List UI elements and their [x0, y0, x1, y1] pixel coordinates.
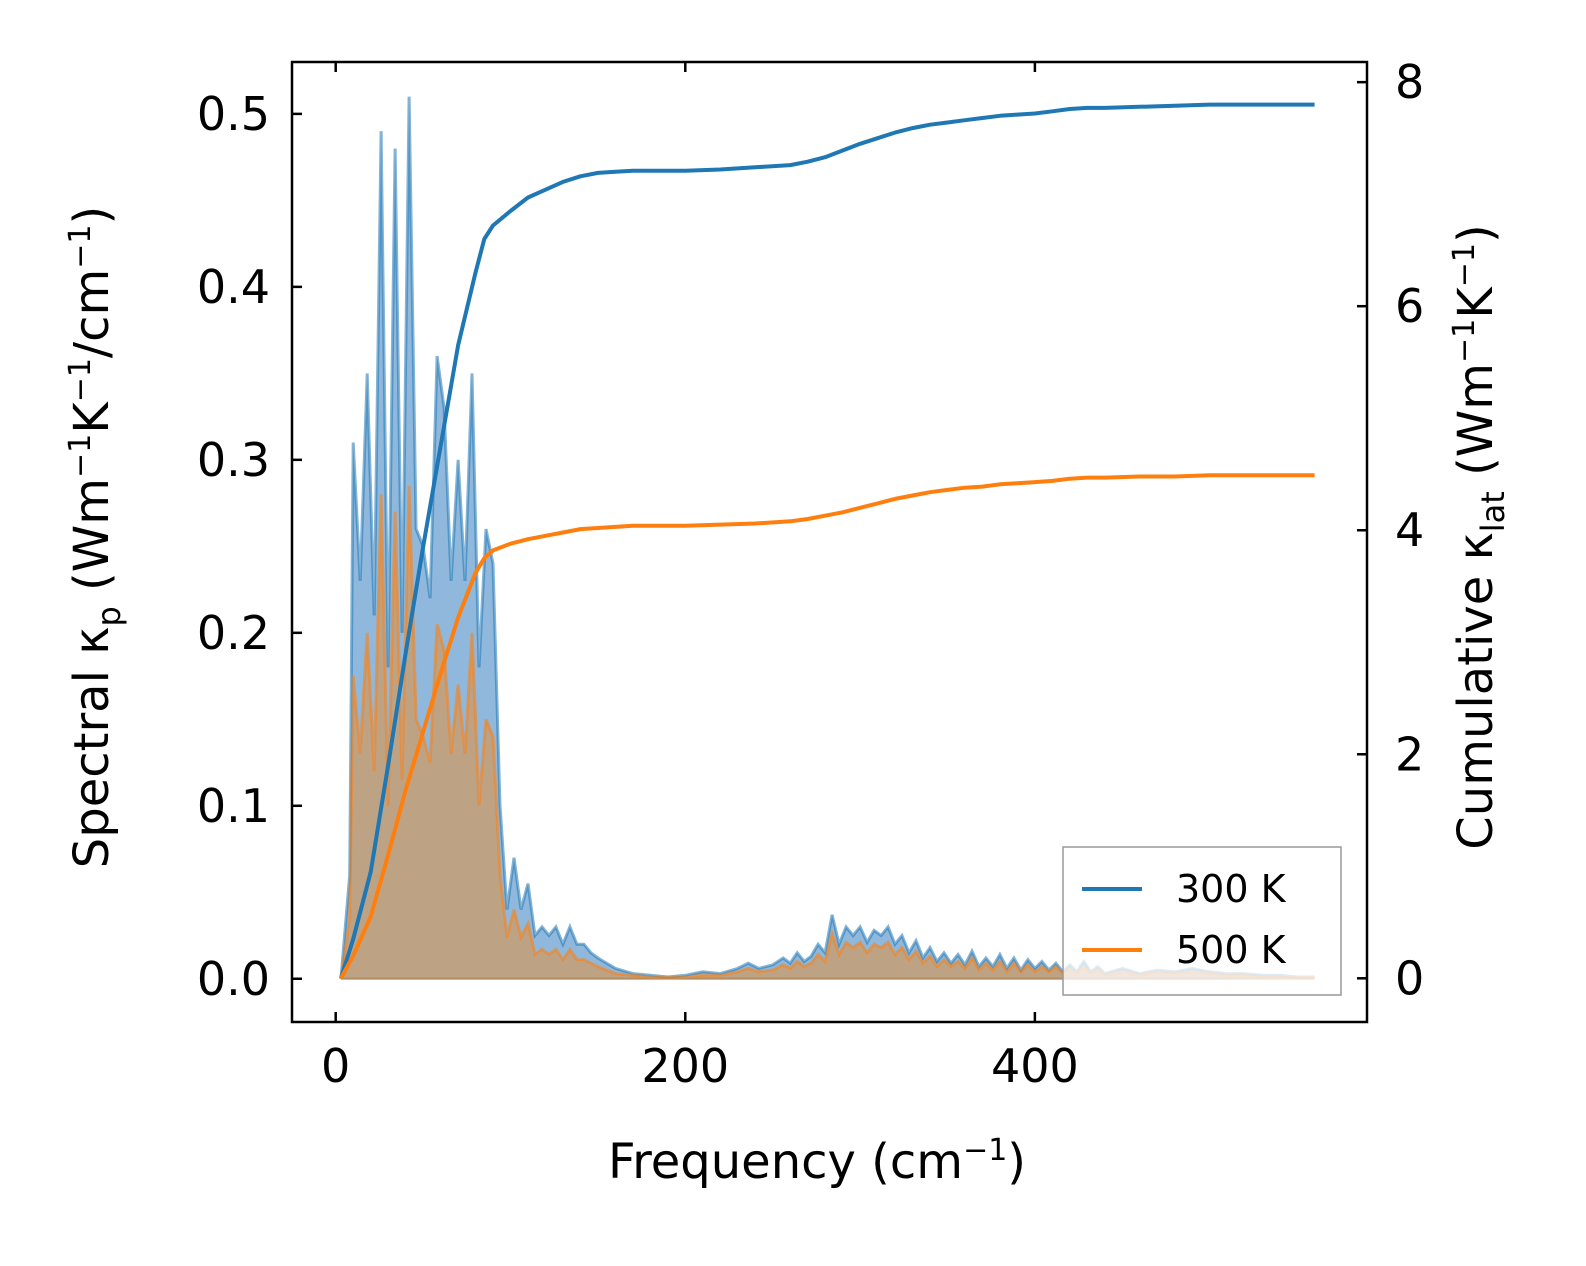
left-y-axis-label: Spectral κp (Wm−1K−1/cm−1) — [63, 206, 128, 868]
legend: 300 K 500 K — [1062, 846, 1342, 996]
left-y-tick-label: 0.5 — [197, 87, 270, 141]
cumulative-line-500k — [339, 473, 1315, 980]
cumulative-lines — [338, 102, 1315, 980]
x-tick-label: 400 — [991, 1039, 1079, 1093]
right-y-tick-label: 4 — [1395, 503, 1424, 557]
left-y-tick-label: 0.0 — [197, 952, 270, 1006]
right-y-axis-label: Cumulative κlat (Wm−1K−1) — [1447, 224, 1512, 849]
left-y-tick-label: 0.4 — [197, 260, 270, 314]
spectral-fill-500k — [340, 485, 1315, 979]
right-y-tick-label: 2 — [1395, 727, 1424, 781]
right-y-tick-label: 0 — [1395, 951, 1424, 1005]
x-tick-label: 200 — [641, 1039, 729, 1093]
right-y-tick-label: 8 — [1395, 55, 1424, 109]
cumulative-line-300k — [338, 102, 1315, 979]
left-y-tick-label: 0.2 — [197, 606, 270, 660]
left-y-tick-label: 0.1 — [197, 779, 270, 833]
left-y-axis-ticks: 0.0 0.1 0.2 0.3 0.4 0.5 — [197, 87, 302, 1006]
right-y-tick-label: 6 — [1395, 279, 1424, 333]
right-y-axis-ticks: 0 2 4 6 8 — [1357, 55, 1424, 1005]
left-y-tick-label: 0.3 — [197, 433, 270, 487]
legend-label-500k: 500 K — [1176, 928, 1287, 972]
plot-frame — [290, 60, 1369, 1024]
legend-box — [1062, 846, 1342, 996]
x-axis-label: Frequency (cm−1) — [608, 1133, 1026, 1190]
spectral-fills — [340, 96, 1315, 979]
x-axis-ticks: 0 200 400 — [321, 62, 1079, 1093]
legend-label-300k: 300 K — [1176, 867, 1287, 911]
x-tick-label: 0 — [321, 1039, 350, 1093]
